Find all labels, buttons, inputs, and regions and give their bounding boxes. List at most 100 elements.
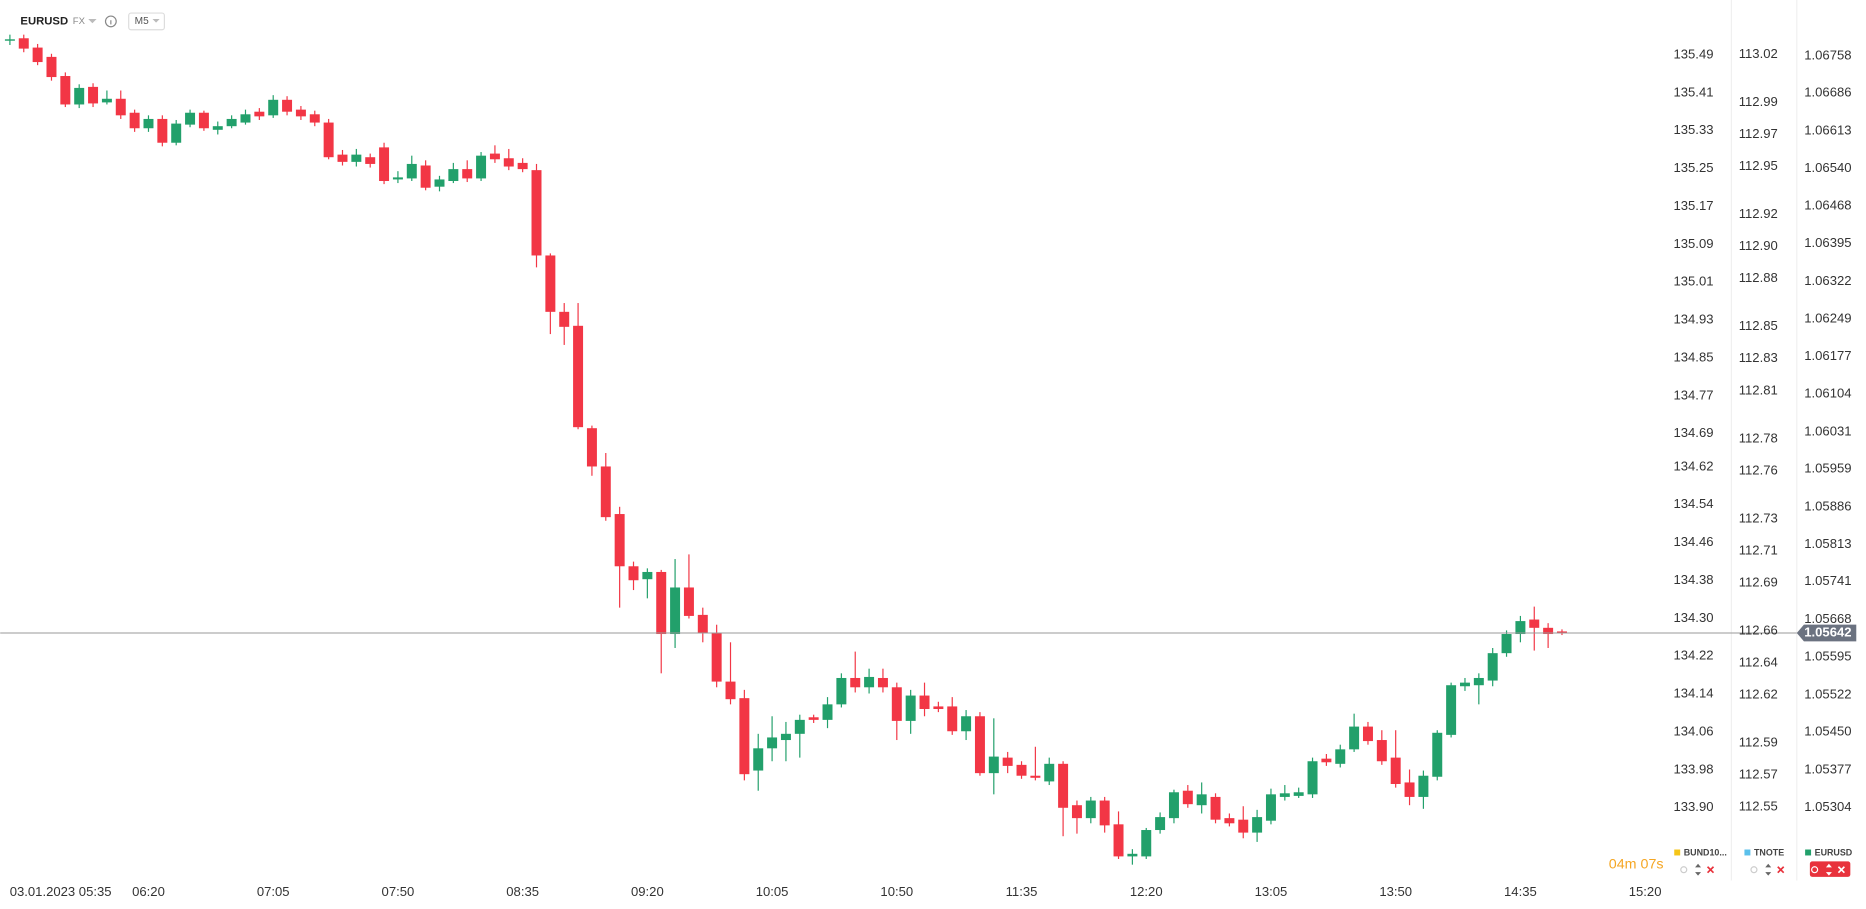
candle-body[interactable] [462,169,473,179]
candle-body[interactable] [1127,853,1138,857]
candle-body[interactable] [226,118,237,127]
market-dropdown[interactable] [88,19,97,24]
candle-body[interactable] [1030,775,1041,778]
candle-body[interactable] [282,99,293,112]
candle-body[interactable] [434,179,445,187]
legend-label[interactable]: TNOTE [1754,847,1784,857]
legend-label[interactable]: BUND10... [1684,847,1727,857]
candle-body[interactable] [157,118,168,143]
candle-body[interactable] [1473,677,1484,686]
candle-body[interactable] [1321,758,1332,763]
candle-body[interactable] [406,163,417,179]
candle-body[interactable] [4,39,15,41]
candle-body[interactable] [1238,819,1249,833]
symbol[interactable]: EURUSD [20,15,68,27]
candle-body[interactable] [1404,782,1415,797]
candle-body[interactable] [753,748,764,771]
candle-body[interactable] [1279,793,1290,797]
candle-body[interactable] [808,717,819,720]
candle-body[interactable] [129,112,140,129]
legend-label[interactable]: EURUSD [1815,847,1853,857]
candle-body[interactable] [1265,794,1276,821]
candle-body[interactable] [988,756,999,774]
candle-body[interactable] [614,514,625,567]
candle-body[interactable] [337,154,348,162]
remove-button[interactable] [1706,866,1715,874]
candle-body[interactable] [1252,817,1263,833]
candle-body[interactable] [1515,621,1526,635]
candle-body[interactable] [1335,749,1346,764]
candle-body[interactable] [392,177,403,180]
candle-body[interactable] [1155,817,1166,831]
candle-body[interactable] [254,111,265,117]
candle-body[interactable] [1016,764,1027,776]
candle-body[interactable] [725,681,736,700]
candle-body[interactable] [1058,763,1069,808]
candle-body[interactable] [46,56,57,78]
candle-body[interactable] [101,98,112,103]
candle-body[interactable] [489,153,500,160]
candle-body[interactable] [683,587,694,616]
candle-body[interactable] [905,695,916,721]
move-toggle[interactable] [1695,863,1702,876]
candle-body[interactable] [822,704,833,720]
candle-body[interactable] [1529,619,1540,628]
visibility-toggle[interactable] [1680,866,1688,874]
candle-body[interactable] [1543,627,1554,635]
candle-body[interactable] [1556,631,1567,633]
candle-body[interactable] [836,677,847,705]
candle-body[interactable] [268,99,279,116]
candle-body[interactable] [974,716,985,774]
candle-body[interactable] [1349,726,1360,750]
candle-body[interactable] [1196,794,1207,806]
candle-body[interactable] [1210,796,1221,820]
candle-body[interactable] [351,154,362,162]
candle-body[interactable] [1002,757,1013,766]
candle-body[interactable] [379,147,390,182]
candle-body[interactable] [1044,763,1055,782]
candle-body[interactable] [1418,775,1429,797]
remove-button[interactable] [1777,866,1785,874]
candle-body[interactable] [947,706,958,732]
candle-body[interactable] [503,158,514,167]
candle-body[interactable] [1390,757,1401,784]
candle-body[interactable] [642,571,653,580]
candle-body[interactable] [185,112,196,125]
candle-body[interactable] [573,325,584,428]
candle-body[interactable] [794,719,805,734]
candle-body[interactable] [1446,685,1457,735]
candle-body[interactable] [32,47,43,63]
candle-body[interactable] [18,38,29,49]
candle-body[interactable] [365,157,376,164]
candle-body[interactable] [115,98,126,116]
candle-body[interactable] [1141,830,1152,857]
candle-body[interactable] [711,632,722,682]
move-toggle[interactable] [1765,863,1772,876]
candle-body[interactable] [531,170,542,256]
candle-body[interactable] [933,706,944,710]
info-icon[interactable] [104,15,117,28]
candle-body[interactable] [1459,682,1470,687]
move-toggle[interactable] [1825,863,1832,876]
candle-body[interactable] [1182,790,1193,805]
candle-body[interactable] [697,614,708,633]
candle-body[interactable] [670,587,681,635]
candle-body[interactable] [212,126,223,130]
candle-body[interactable] [877,677,888,688]
candle-body[interactable] [1099,800,1110,826]
candle-body[interactable] [88,86,99,104]
candle-body[interactable] [171,123,182,143]
candle-body[interactable] [295,109,306,117]
visibility-toggle[interactable] [1811,866,1819,874]
candle-body[interactable] [739,698,750,775]
candle-body[interactable] [1376,740,1387,762]
candle-body[interactable] [198,112,209,129]
candle-body[interactable] [586,428,597,467]
candle-body[interactable] [240,114,251,123]
candle-body[interactable] [143,118,154,129]
candle-body[interactable] [1501,634,1512,654]
candle-body[interactable] [1487,653,1498,681]
remove-button[interactable] [1837,866,1845,874]
candle-body[interactable] [74,87,85,105]
candle-body[interactable] [559,311,570,327]
